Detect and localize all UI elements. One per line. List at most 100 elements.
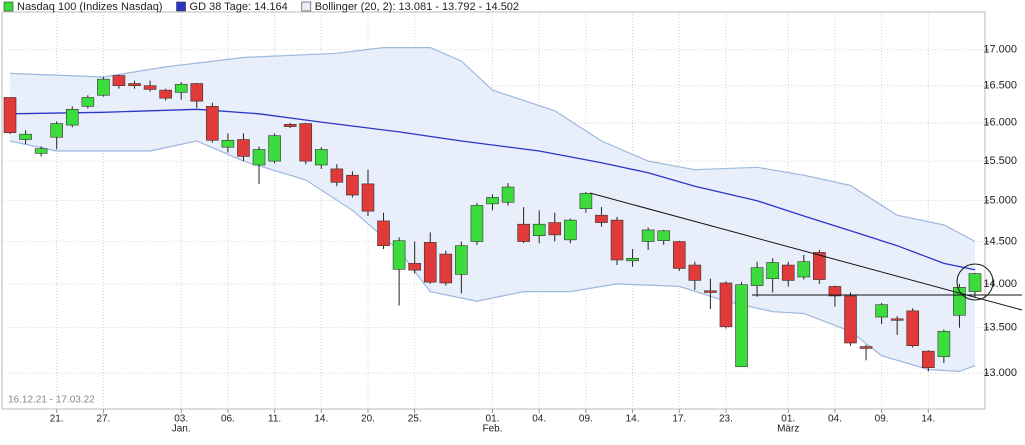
candle-body [641, 229, 655, 242]
candle-body [299, 123, 313, 162]
date-range: 16.12.21 - 17.03.22 [8, 395, 95, 406]
x-tick-label: 23. [719, 414, 733, 425]
candle-body [97, 78, 110, 96]
x-tick-label: 25. [408, 414, 422, 425]
trend-line [589, 192, 1023, 311]
candle-body [392, 240, 406, 270]
x-tick-label: 09. [875, 414, 889, 425]
candle-body [828, 286, 842, 297]
legend-swatch [3, 1, 14, 12]
candle-body [455, 245, 468, 275]
candle-body [159, 89, 172, 99]
candle-body [719, 282, 733, 328]
candle-body [968, 273, 982, 292]
candle-body [346, 174, 359, 196]
y-tick-label: 15.500 [983, 155, 1017, 167]
x-tick-label: 14. [314, 414, 328, 425]
candle-body [564, 219, 577, 241]
candle-body [314, 149, 328, 166]
candle-body [532, 223, 546, 237]
candle-body [922, 350, 935, 368]
candle-body [735, 284, 748, 368]
candle-body [750, 267, 764, 286]
month-label: März [777, 424, 799, 435]
candle-body [890, 318, 904, 321]
candle-body [174, 83, 188, 93]
candle-body [143, 85, 157, 90]
candle-body [237, 139, 250, 157]
candle-body [65, 109, 79, 126]
candle-body [704, 290, 717, 293]
x-tick-label: 01. [486, 414, 500, 425]
x-tick-label: 17. [672, 414, 686, 425]
candle-body [283, 124, 297, 127]
candle-body [906, 310, 920, 347]
candle-body [548, 222, 562, 236]
legend-label: GD 38 Tage: 14.164 [190, 1, 288, 13]
y-tick-label: 16.500 [983, 80, 1017, 92]
x-tick-label: 09. [579, 414, 593, 425]
candle-body [361, 183, 375, 212]
candle-body [470, 205, 484, 242]
candle-body [813, 252, 826, 280]
month-label: Feb. [482, 424, 502, 435]
bollinger-lower [9, 140, 976, 373]
y-tick-label: 14.000 [983, 278, 1017, 290]
moving-average [9, 108, 976, 271]
y-tick-label: 16.000 [983, 117, 1017, 129]
x-tick-label: 20. [361, 414, 375, 425]
candle-body [610, 219, 624, 261]
highlight-circle [956, 263, 994, 301]
candle-body [112, 75, 126, 87]
candle-body [766, 262, 779, 279]
candle-body [19, 133, 32, 140]
legend-label: Bollinger (20, 2): 13.081 - 13.792 - 14.… [315, 1, 519, 13]
candle-body [937, 330, 951, 357]
candle-body [330, 168, 344, 183]
x-tick-label: 14. [921, 414, 935, 425]
x-tick-label: 06. [221, 414, 235, 425]
y-tick-label: 14.500 [983, 235, 1017, 247]
candle-body [517, 223, 530, 242]
y-tick-label: 13.000 [983, 367, 1017, 379]
candle-body [408, 263, 421, 271]
candle-body [844, 295, 857, 344]
month-label: Jan. [172, 424, 191, 435]
x-tick-label: 11. [268, 414, 281, 425]
candle-body [377, 220, 390, 247]
candle-body [875, 304, 888, 318]
candle-body [579, 193, 593, 210]
candle-body [781, 264, 795, 281]
y-tick-label: 13.500 [983, 322, 1017, 334]
candle-body [672, 241, 686, 269]
x-tick-label: 04. [532, 414, 546, 425]
legend-label: Nasdaq 100 (Indizes Nasdaq) [17, 1, 163, 13]
candle-body [423, 242, 437, 283]
x-tick-label: 03. [174, 414, 188, 425]
legend-swatch [176, 1, 186, 12]
candle-body [252, 149, 266, 166]
y-tick-label: 15.000 [983, 195, 1017, 207]
candle-body [3, 97, 17, 133]
candle-body [34, 148, 48, 154]
candle-body [859, 346, 873, 349]
candle-body [221, 139, 235, 148]
candle-body [439, 253, 453, 284]
candle-body [626, 257, 639, 262]
candle-body [797, 261, 811, 278]
x-tick-label: 04. [828, 414, 842, 425]
x-tick-label: 01. [781, 414, 795, 425]
candle-body [688, 264, 702, 281]
candle-body [268, 135, 281, 162]
bollinger-upper [9, 47, 976, 242]
x-tick-label: 27. [96, 414, 110, 425]
candle-body [206, 106, 219, 141]
candle-body [595, 214, 608, 223]
candle-body [128, 83, 141, 87]
candle-body [501, 186, 515, 203]
candle-body [81, 97, 95, 107]
candle-body [657, 230, 671, 242]
candle-body [50, 123, 63, 138]
legend-swatch [301, 1, 312, 12]
candle-body [190, 83, 204, 102]
